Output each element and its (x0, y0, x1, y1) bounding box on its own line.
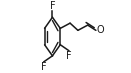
Text: F: F (66, 51, 72, 61)
Text: O: O (97, 25, 105, 35)
Text: F: F (50, 1, 55, 11)
Text: F: F (41, 62, 47, 72)
